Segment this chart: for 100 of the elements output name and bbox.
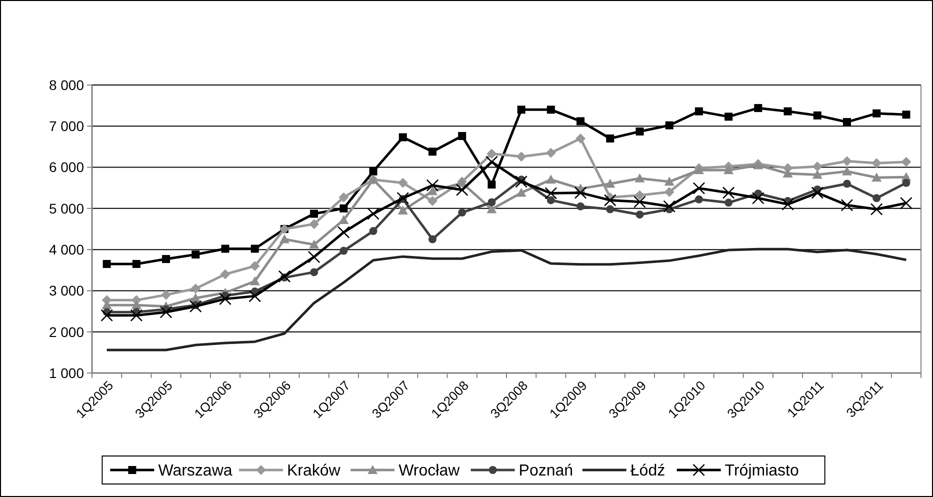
y-tick-label: 5 000 [48, 200, 84, 216]
point [132, 260, 140, 268]
point [870, 203, 883, 216]
point [784, 107, 792, 116]
point [782, 168, 793, 178]
point [131, 300, 142, 310]
point [663, 200, 676, 212]
point [636, 127, 644, 136]
point [664, 186, 674, 197]
point [576, 133, 586, 144]
point [546, 174, 556, 184]
point [398, 133, 407, 142]
point [515, 176, 528, 188]
point [278, 270, 290, 282]
point [694, 107, 703, 116]
point [458, 208, 466, 217]
point [396, 192, 409, 204]
y-tick-label: 6 000 [48, 159, 84, 176]
line-series [106, 248, 908, 352]
point [811, 186, 824, 199]
point [427, 196, 438, 206]
y-tick-label: 3 000 [48, 282, 84, 299]
point [692, 182, 705, 194]
point [309, 219, 320, 230]
point [250, 244, 259, 253]
point [162, 255, 170, 264]
point [842, 156, 852, 166]
point [219, 292, 232, 305]
y-tick-label: 1 000 [48, 364, 84, 381]
point [220, 269, 230, 280]
point [544, 187, 557, 200]
y-tick-label: 2 000 [48, 324, 84, 340]
point [634, 196, 646, 208]
point [160, 306, 172, 318]
point [902, 178, 910, 187]
point [813, 111, 822, 120]
point [872, 158, 882, 168]
legend-label: Kraków [287, 462, 341, 480]
point [486, 148, 497, 159]
point [100, 309, 113, 322]
point [752, 192, 764, 204]
point [546, 196, 555, 204]
point [872, 194, 881, 202]
point [606, 134, 614, 142]
point [901, 156, 912, 167]
y-tick-label: 7 000 [48, 118, 84, 134]
point [250, 261, 260, 272]
point [634, 190, 645, 200]
point [458, 132, 466, 140]
point [338, 226, 350, 238]
point [664, 176, 674, 186]
point [102, 260, 111, 268]
point [486, 156, 498, 168]
point [161, 290, 172, 300]
point [604, 194, 616, 206]
point [754, 104, 762, 112]
point [310, 210, 318, 218]
point [842, 166, 852, 176]
y-tick-label: 4 000 [48, 241, 84, 258]
legend-label: Poznań [518, 462, 574, 480]
point [488, 180, 496, 189]
point [338, 192, 349, 202]
point [546, 148, 556, 158]
point [722, 186, 735, 199]
point [340, 204, 348, 212]
legend-label: Trójmiasto [724, 462, 799, 480]
point [840, 199, 853, 212]
point [606, 205, 614, 214]
point [190, 300, 202, 312]
point [516, 152, 526, 162]
point [340, 246, 348, 255]
point [724, 198, 733, 207]
point [576, 117, 585, 126]
point [488, 198, 496, 206]
point [576, 202, 585, 210]
point [634, 173, 645, 182]
point [842, 118, 851, 126]
legend-label: Łódź [630, 462, 666, 480]
point [546, 106, 555, 114]
point [369, 227, 378, 236]
point [665, 121, 674, 130]
point [428, 235, 436, 244]
point [872, 109, 881, 118]
point [369, 167, 378, 176]
point [192, 250, 200, 259]
point [872, 172, 882, 182]
point [517, 106, 526, 114]
point [812, 161, 822, 172]
point [694, 195, 703, 204]
point [427, 186, 438, 196]
point [102, 300, 112, 310]
point [605, 178, 616, 188]
point [398, 178, 408, 188]
point [724, 165, 734, 174]
point [902, 110, 910, 119]
y-tick-label: 8 000 [48, 76, 84, 93]
point [812, 170, 822, 179]
point [250, 276, 260, 286]
point [190, 284, 201, 294]
point [574, 186, 587, 199]
